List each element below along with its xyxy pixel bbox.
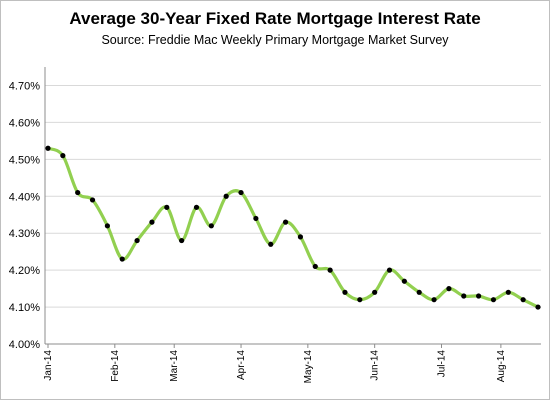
data-point [89,197,96,203]
y-tick-label: 4.40% [9,191,40,203]
data-point [119,256,125,262]
data-point [164,204,170,210]
y-tick-label: 4.50% [9,154,40,166]
y-tick-label: 4.20% [9,265,40,277]
data-point [75,189,81,196]
data-point [431,297,437,303]
data-point [401,278,407,284]
data-point [446,286,452,292]
data-point [238,189,244,196]
x-axis-ticks: Jan-14 Feb-14 Mar-14 Apr-14 May-14 Jun-14 Jul-… [43,344,507,383]
data-point [520,297,526,303]
series-layer [45,145,541,310]
chart-title: Average 30-Year Fixed Rate Mortgage Inte… [69,9,481,28]
data-point [461,293,467,299]
data-point [327,267,333,273]
data-point [179,237,185,244]
data-point [476,293,482,299]
data-point [268,241,274,247]
x-tick-label: Jan-14 [43,350,54,381]
data-point [45,145,51,151]
x-tick-label: Jul-14 [436,350,447,378]
data-point [386,267,393,273]
gridlines [45,84,541,308]
y-axis-ticks: 4.00% 4.10% 4.20% 4.30% 4.40% 4.50% 4.60% 4.70% [9,80,40,351]
y-tick-label: 4.70% [9,80,40,92]
data-point [535,304,541,310]
x-tick-label: Aug-14 [496,350,507,383]
axes [44,67,541,345]
data-point [416,289,422,295]
y-tick-label: 4.60% [9,117,40,129]
y-tick-label: 4.30% [9,228,40,240]
data-point [342,289,348,295]
data-point [282,219,289,225]
x-tick-label: Jun-14 [370,350,381,381]
x-tick-label: May-14 [303,350,314,384]
data-point [134,237,140,244]
x-tick-label: Apr-14 [236,350,247,380]
chart-subtitle: Source: Freddie Mac Weekly Primary Mortg… [101,33,449,47]
x-tick-label: Mar-14 [169,350,180,382]
y-tick-label: 4.10% [9,302,40,314]
data-point [60,153,66,159]
data-point [312,263,318,270]
data-point [223,193,229,199]
data-point [104,223,110,229]
x-tick-label: Feb-14 [110,350,121,382]
data-point [297,234,304,240]
data-point [357,297,363,303]
series-line [46,146,540,309]
data-point [505,289,511,295]
data-point [149,219,155,225]
data-point [490,297,497,303]
data-point [193,204,200,210]
data-point [253,215,259,222]
data-point [208,223,214,229]
y-tick-label: 4.00% [9,339,40,351]
data-point [372,289,378,295]
